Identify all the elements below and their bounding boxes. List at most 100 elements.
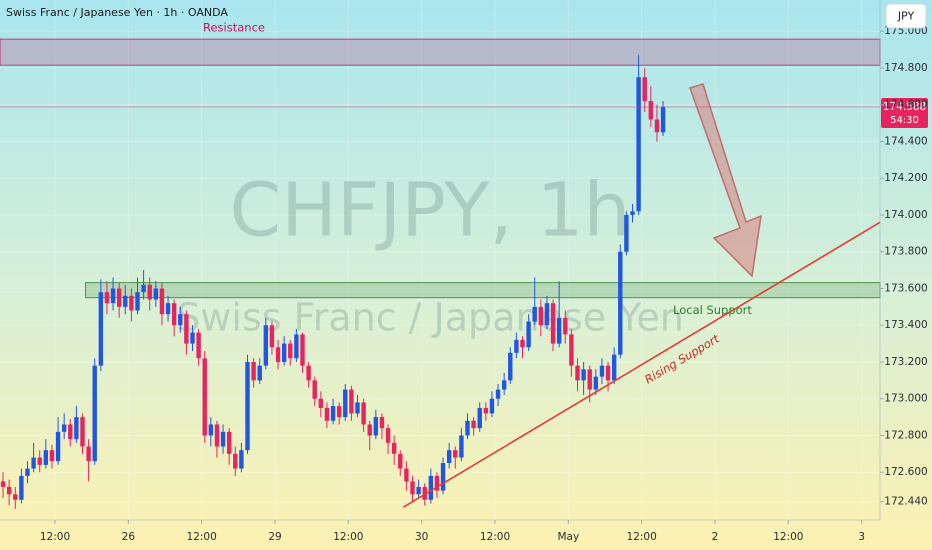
candle-body [501,380,507,390]
candle-body [275,347,281,362]
candle-body [25,468,30,476]
candle-body [349,389,354,414]
y-tick-label: 173.000 [884,393,927,405]
candle-body [233,453,238,469]
candle-body [575,365,580,381]
candle-body [86,446,91,462]
candle-body [453,450,458,458]
candle-body [434,475,440,491]
candle-body [43,450,49,465]
candle-body [422,486,427,500]
candle-body [165,303,171,315]
candle-body [208,424,214,436]
candle-body [220,431,226,447]
candle-body [630,211,635,215]
x-tick-label: 2 [712,531,719,543]
candle-body [37,457,42,465]
watermark-subtitle: Swiss Franc / Japanese Yen [176,296,684,340]
countdown-label: 54:30 [890,115,919,126]
price-badge-label: 174.588 [883,101,926,113]
candle-body [483,407,489,414]
candle-body [135,292,140,311]
y-tick-label: 174.200 [884,172,927,184]
candle-body [123,295,128,307]
candle-body [110,288,116,304]
candle-body [532,306,537,322]
candle-body [642,77,647,102]
candle-body [300,334,305,366]
candle-body [190,332,195,344]
candle-body [330,406,336,421]
candle-body [428,475,434,500]
candle-body [520,339,525,348]
candle-body [294,334,299,359]
candle-body [184,314,189,344]
candle-body [214,424,220,447]
candle-body [257,365,262,381]
y-tick-label: 174.600 [884,99,927,111]
zone [0,38,881,66]
candle-body [178,314,183,326]
x-tick-label: 12:00 [333,531,363,543]
candle-body [605,365,611,381]
x-tick-label: 12:00 [40,531,70,543]
candle-body [489,398,495,414]
candles [0,55,666,509]
candle-body [373,417,379,436]
x-tick-label: 12:00 [187,531,217,543]
y-tick-label: 173.600 [884,282,927,294]
candle-body [269,325,275,348]
candle-body [508,352,513,381]
candle-body [55,431,61,462]
candle-body [288,343,293,359]
candle-body [80,417,85,447]
candle-body [648,101,654,120]
candle-body [68,424,73,440]
candle-body [367,424,372,436]
zone-label: Resistance [203,21,265,35]
candle-body [660,106,666,133]
candle-body [61,424,67,432]
candle-body [538,306,544,326]
candle-body [410,481,415,495]
candle-body [343,389,348,418]
currency-label[interactable]: JPY [897,10,915,23]
candle-body [13,494,18,500]
candle-body [361,402,366,425]
candle-body [404,468,409,482]
y-tick-label: 174.000 [884,209,927,221]
candle-body [336,406,342,418]
candle-body [239,450,244,469]
candle-body [153,288,159,300]
candle-body [49,450,55,462]
zone-label: Local Support [673,303,752,317]
y-tick-label: 173.800 [884,246,927,258]
candle-body [587,369,592,390]
candle-body [355,402,360,414]
candle-body [324,407,330,421]
y-tick-label: 173.200 [884,356,927,368]
candle-body [226,431,232,454]
candle-body [116,288,122,307]
candle-body [465,420,470,436]
candle-body [263,325,269,366]
candle-body [318,398,324,408]
candle-body [391,442,397,454]
candle-body [98,292,104,366]
y-tick-label: 172.600 [884,466,927,478]
candle-body [581,369,586,381]
candle-body [599,365,605,377]
y-tick-label: 174.800 [884,62,927,74]
candle-body [251,361,256,381]
zone [85,282,881,299]
currency-button[interactable] [885,3,927,29]
candle-body [104,292,110,304]
candle-body [281,343,287,362]
x-tick-label: 12:00 [773,531,803,543]
candle-body [398,453,403,469]
trendline [402,221,881,508]
x-tick-label: 30 [415,531,428,543]
